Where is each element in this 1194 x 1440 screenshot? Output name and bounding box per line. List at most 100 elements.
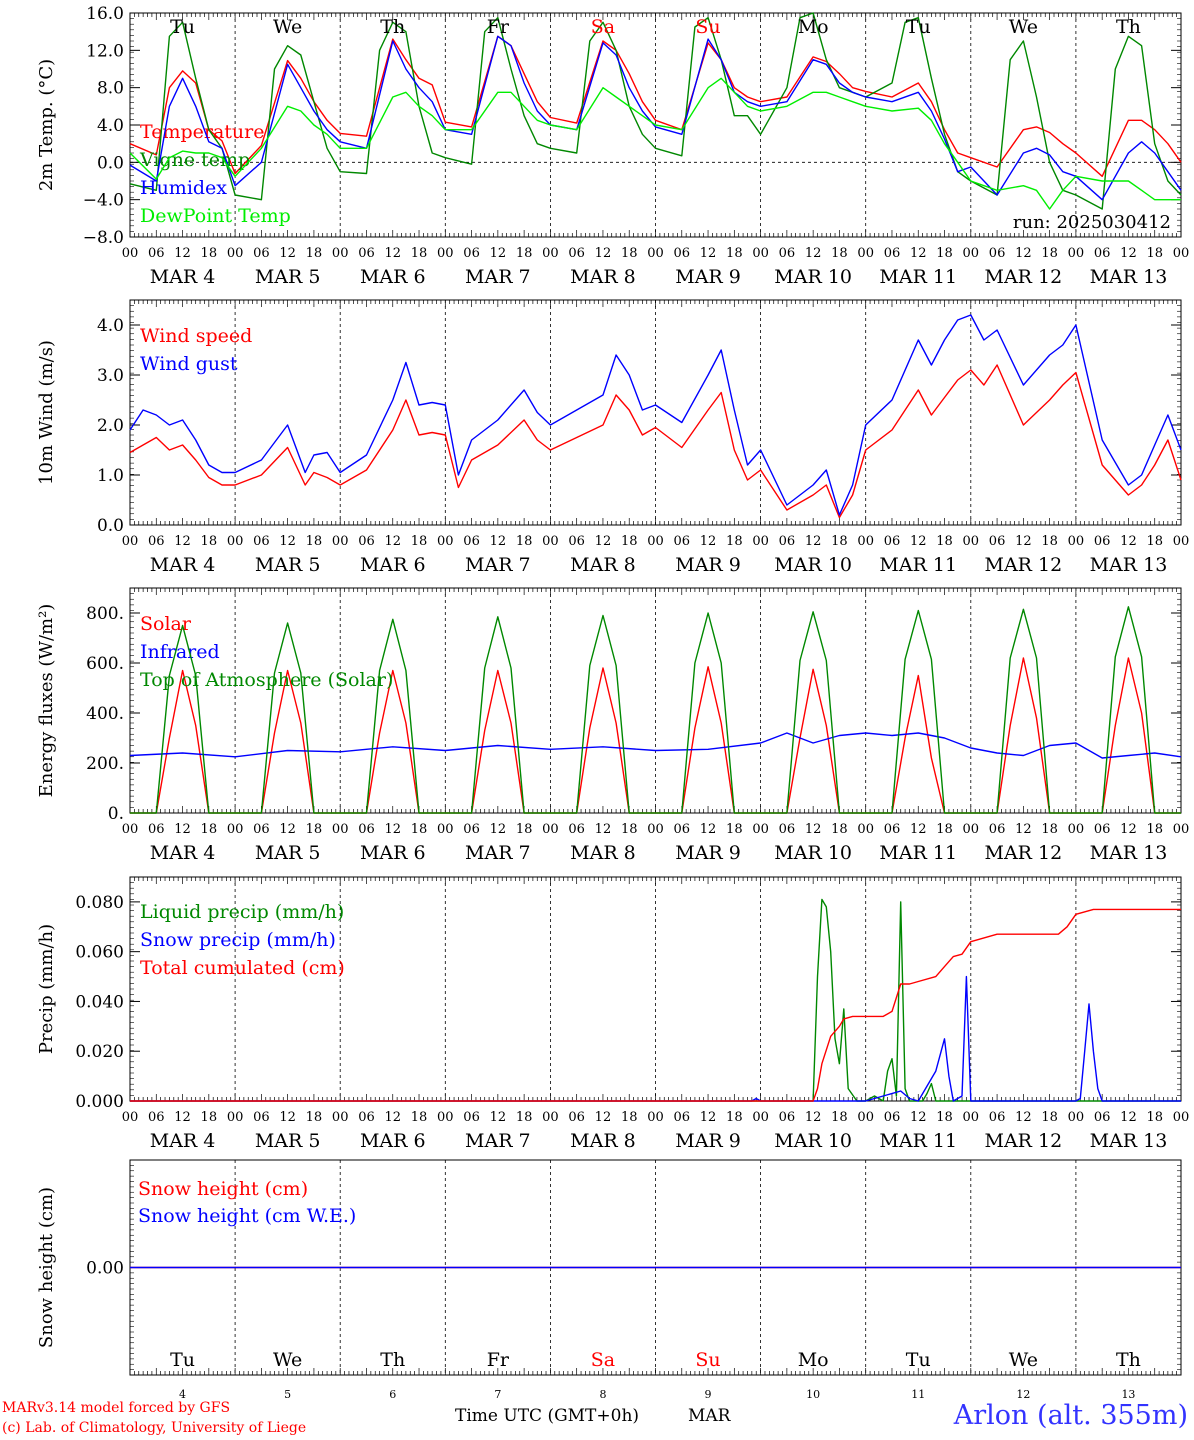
y-tick-label: −8.0 [83,228,124,248]
hour-tick-label: 18 [936,534,953,549]
hour-tick-label: 12 [384,246,401,261]
y-tick-label: 0.020 [75,1042,124,1062]
hour-tick-label: 06 [1094,822,1111,837]
panel-2: 4.0 3.0 2.0 1.0 0.0 10m Wind (m/s) Wind speed W… [36,299,1190,576]
hour-tick-label: 00 [1068,1110,1085,1125]
hour-tick-label: 00 [1173,534,1190,549]
date-label: MAR 10 [774,266,852,288]
weekday-label: We [273,1349,302,1371]
legend-entry: Infrared [140,641,220,663]
hour-tick-label: 12 [279,822,296,837]
hour-tick-label: 06 [568,822,585,837]
hour-tick-label: 06 [779,246,796,261]
model-credit: MARv3.14 model forced by GFS [2,1400,231,1416]
hour-tick-label: 12 [700,822,717,837]
y-tick-label: 0.0 [97,153,124,173]
hour-tick-label: 18 [936,246,953,261]
hour-tick-label: 00 [332,534,349,549]
panel-1: 16.0 12.0 8.0 4.0 0.0 −4.0 −8.0 2m Temp. (°C) Te… [36,4,1189,288]
day-number-label: 12 [1016,1388,1030,1401]
weekday-label: Th [380,1349,405,1371]
weekday-label: Tu [170,1349,195,1371]
hour-tick-label: 12 [1120,1110,1137,1125]
hour-tick-label: 06 [884,534,901,549]
hour-tick-label: 06 [1094,1110,1111,1125]
hour-tick-label: 06 [148,822,165,837]
y-tick-label: 1.0 [97,466,124,486]
hour-tick-label: 00 [1068,246,1085,261]
hour-tick-label: 00 [647,246,664,261]
y-tick-label: 200. [86,754,124,774]
station-name: Arlon (alt. 355m) [953,1400,1188,1431]
weekday-label: Mo [798,16,829,38]
hour-tick-label: 12 [279,246,296,261]
series-line [129,35,1182,178]
hour-tick-label: 12 [384,534,401,549]
weekday-label: Sa [591,16,615,38]
hour-tick-label: 18 [831,534,848,549]
hour-tick-label: 00 [1173,246,1190,261]
hour-tick-label: 12 [1015,822,1032,837]
hour-tick-label: 12 [490,1110,507,1125]
legend-entry: Humidex [140,177,227,199]
weekday-label: Fr [487,1349,510,1371]
hour-tick-label: 12 [805,246,822,261]
hour-tick-label: 06 [463,246,480,261]
hour-tick-label: 00 [542,1110,559,1125]
hour-tick-label: 00 [122,534,139,549]
date-label: MAR 9 [675,842,741,864]
hour-tick-label: 18 [306,534,323,549]
date-label: MAR 5 [255,554,321,576]
hour-tick-label: 06 [989,1110,1006,1125]
hour-tick-label: 06 [358,534,375,549]
series-line [129,35,1182,201]
hour-tick-label: 06 [989,534,1006,549]
legend-entry: Snow height (cm W.E.) [138,1205,356,1227]
hour-tick-label: 06 [358,1110,375,1125]
date-label: MAR 13 [1090,266,1168,288]
hour-tick-label: 12 [174,246,191,261]
hour-tick-label: 06 [253,822,270,837]
date-label: MAR 7 [465,1130,531,1152]
hour-tick-label: 12 [700,246,717,261]
y-tick-label: 400. [86,704,124,724]
date-label: MAR 11 [879,1130,957,1152]
hour-tick-label: 18 [621,1110,638,1125]
legend-entry: Wind speed [140,325,252,347]
hour-tick-label: 18 [516,246,533,261]
hour-tick-label: 00 [857,1110,874,1125]
legend-entry: Vigne temp [139,149,250,171]
hour-tick-label: 06 [568,534,585,549]
hour-tick-label: 18 [621,534,638,549]
y-tick-label: 4.0 [97,316,124,336]
weekday-label: We [1009,16,1038,38]
y-tick-label: 0.00 [86,1259,124,1279]
hour-tick-label: 12 [174,822,191,837]
date-label: MAR 6 [360,266,426,288]
y-tick-label: 4.0 [97,116,124,136]
lab-credit: (c) Lab. of Climatology, University of L… [2,1420,307,1436]
day-number-label: 13 [1121,1388,1135,1401]
hour-tick-label: 06 [674,534,691,549]
hour-tick-label: 00 [542,822,559,837]
hour-tick-label: 12 [595,534,612,549]
date-label: MAR 8 [570,554,636,576]
y-axis-label: Snow height (cm) [36,1187,57,1348]
hour-tick-label: 12 [1015,246,1032,261]
hour-tick-label: 12 [279,1110,296,1125]
date-label: MAR 4 [150,842,216,864]
hour-tick-label: 06 [148,534,165,549]
hour-tick-label: 12 [595,1110,612,1125]
hour-tick-label: 06 [674,822,691,837]
hour-tick-label: 18 [201,822,218,837]
panel-3: 800. 600. 400. 200. 0. Energy fluxes (W/m²) So… [36,587,1189,864]
y-axis-label: 10m Wind (m/s) [36,340,57,485]
hour-tick-label: 18 [411,1110,428,1125]
hour-tick-label: 00 [227,822,244,837]
hour-tick-label: 00 [963,1110,980,1125]
hour-tick-label: 12 [490,822,507,837]
hour-tick-label: 12 [174,534,191,549]
y-axis-label: 2m Temp. (°C) [36,59,57,191]
hour-tick-label: 00 [752,1110,769,1125]
hour-tick-label: 00 [752,246,769,261]
